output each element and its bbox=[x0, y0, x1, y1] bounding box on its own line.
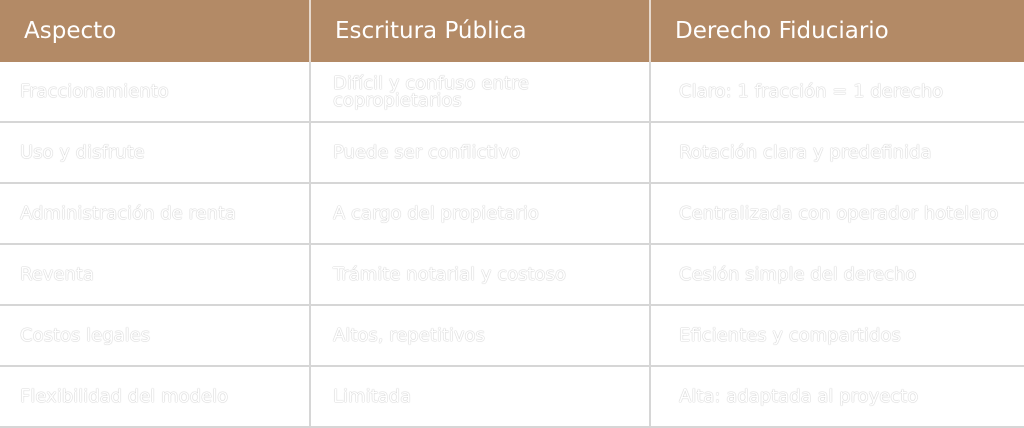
table-row: Uso y disfrute Puede ser conflictivo Rotac… bbox=[0, 122, 1024, 184]
header-escritura-publica: Escritura Pública bbox=[310, 0, 651, 62]
cell-escritura-publica: Puede ser conflictivo bbox=[309, 122, 651, 184]
cell-derecho-fiduciario: Eficientes y compartidos bbox=[649, 305, 1024, 367]
header-row: Aspecto Escritura Pública Derecho Fiduci… bbox=[0, 0, 1024, 62]
cell-aspecto: Uso y disfrute bbox=[0, 122, 311, 184]
cell-aspecto: Reventa bbox=[0, 244, 311, 306]
cell-aspecto: Flexibilidad del modelo bbox=[0, 366, 311, 428]
cell-escritura-publica: Difícil y confuso entre copropietarios bbox=[309, 62, 651, 123]
cell-escritura-publica: A cargo del propietario bbox=[309, 183, 651, 245]
cell-derecho-fiduciario: Centralizada con operador hotelero bbox=[649, 183, 1024, 245]
cell-aspecto: Administración de renta bbox=[0, 183, 311, 245]
table-row: Fraccionamiento Difícil y confuso entre c… bbox=[0, 62, 1024, 123]
table-row: Administración de renta A cargo del propi… bbox=[0, 183, 1024, 245]
cell-escritura-publica: Altos, repetitivos bbox=[309, 305, 651, 367]
cell-aspecto: Costos legales bbox=[0, 305, 311, 367]
cell-derecho-fiduciario: Rotación clara y predefinida bbox=[649, 122, 1024, 184]
cell-derecho-fiduciario: Alta: adaptada al proyecto bbox=[649, 366, 1024, 428]
cell-escritura-publica: Limitada bbox=[309, 366, 651, 428]
cell-derecho-fiduciario: Cesión simple del derecho bbox=[649, 244, 1024, 306]
cell-aspecto: Fraccionamiento bbox=[0, 62, 311, 123]
cell-escritura-publica: Trámite notarial y costoso bbox=[309, 244, 651, 306]
table-row: Flexibilidad del modelo Limitada Alta: ada… bbox=[0, 366, 1024, 428]
table-row: Costos legales Altos, repetitivos Eficient… bbox=[0, 305, 1024, 367]
table-row: Reventa Trámite notarial y costoso Cesión … bbox=[0, 244, 1024, 306]
header-derecho-fiduciario: Derecho Fiduciario bbox=[650, 0, 1024, 62]
cell-derecho-fiduciario: Claro: 1 fracción = 1 derecho bbox=[649, 62, 1024, 123]
header-aspecto: Aspecto bbox=[0, 0, 311, 62]
